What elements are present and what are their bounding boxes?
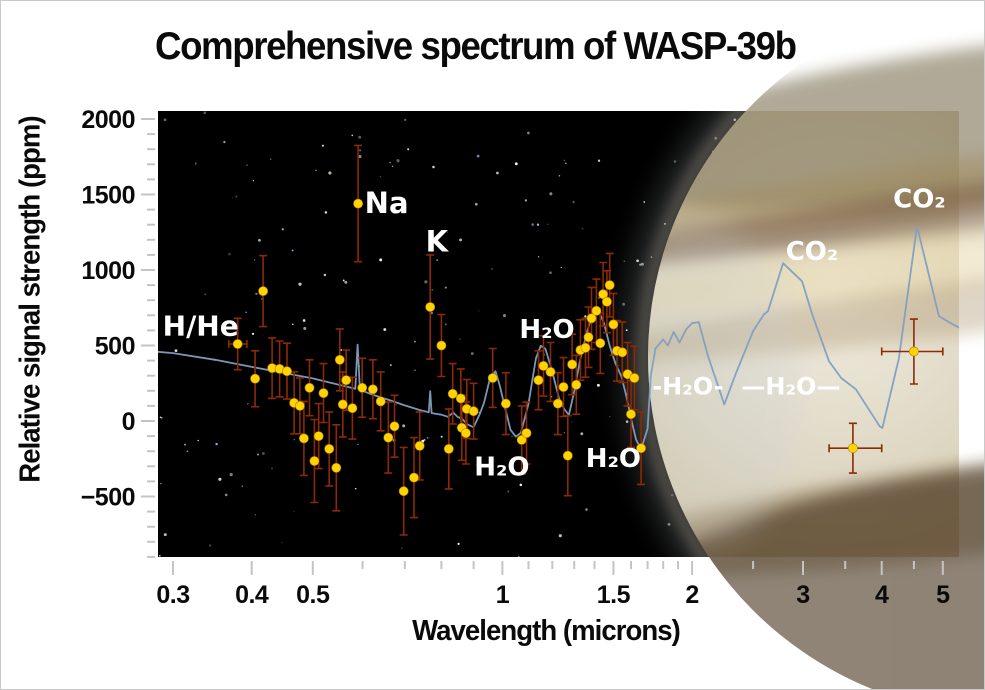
model-line xyxy=(158,225,959,450)
data-point xyxy=(500,398,511,409)
data-point xyxy=(298,433,309,444)
annotation-label: H₂O xyxy=(474,452,529,482)
data-point xyxy=(629,373,640,383)
data-point xyxy=(282,366,292,377)
data-point xyxy=(468,406,479,417)
data-point xyxy=(337,399,348,410)
data-point xyxy=(455,393,466,404)
data-point xyxy=(447,388,458,399)
data-point xyxy=(626,409,636,420)
data-point xyxy=(558,382,569,392)
data-point xyxy=(521,428,532,438)
data-point xyxy=(538,360,549,371)
data-point xyxy=(258,286,268,296)
data-point xyxy=(487,373,498,383)
data-point xyxy=(331,462,342,473)
x-tick-label: 0.5 xyxy=(296,581,330,609)
data-point xyxy=(324,443,335,454)
data-point xyxy=(602,296,612,307)
data-point xyxy=(347,403,358,414)
x-axis-title: Wavelength (microns) xyxy=(412,615,681,647)
x-tick-label: 3 xyxy=(796,581,809,609)
data-point xyxy=(353,198,363,209)
data-point xyxy=(367,384,378,395)
data-point xyxy=(250,373,260,384)
data-points xyxy=(232,198,919,497)
data-point xyxy=(562,450,573,461)
chart-content xyxy=(158,144,959,536)
data-point xyxy=(571,379,582,390)
data-point xyxy=(232,339,243,349)
data-point xyxy=(318,388,329,398)
annotation-label: —H₂O— xyxy=(741,373,840,401)
annotation-label: H₂O xyxy=(519,315,574,345)
data-point xyxy=(313,431,324,441)
y-tick-label: 2000 xyxy=(81,106,135,134)
x-tick-label: 2 xyxy=(685,581,698,609)
data-point xyxy=(533,375,544,386)
data-point xyxy=(848,443,858,454)
annotation-label: Na xyxy=(365,186,409,220)
y-tick-label: 0 xyxy=(122,408,135,436)
data-point xyxy=(425,302,436,312)
annotation-label: H/He xyxy=(163,310,239,343)
x-tick-label: 4 xyxy=(875,581,889,609)
data-point xyxy=(545,366,556,377)
data-point xyxy=(516,434,527,445)
data-point xyxy=(553,398,563,409)
x-tick-label: 1.5 xyxy=(597,581,631,609)
y-tick-label: 1500 xyxy=(81,182,135,210)
data-point xyxy=(398,486,409,497)
data-point xyxy=(334,354,345,365)
annotation-label: CO₂ xyxy=(893,184,946,214)
data-point xyxy=(294,400,305,411)
annotation-label: H₂O xyxy=(586,444,641,474)
x-tick-label: 1 xyxy=(496,581,510,609)
data-point xyxy=(583,332,594,343)
data-point xyxy=(460,428,471,438)
x-tick-label: 5 xyxy=(936,581,950,609)
data-point xyxy=(595,338,606,349)
data-point xyxy=(375,396,386,407)
data-point xyxy=(608,319,619,330)
data-point xyxy=(341,375,352,386)
axis-tick-labels: 0.3 0.4 0.5 1 1.5 2 3 4 5 2000 1500 1000 500 0 −500 xyxy=(81,106,951,609)
data-point xyxy=(636,443,646,454)
data-point xyxy=(617,347,628,358)
x-tick-label: 0.4 xyxy=(235,581,269,609)
data-point xyxy=(443,443,454,454)
data-point xyxy=(383,432,394,443)
y-tick-label: −500 xyxy=(81,484,135,512)
data-point xyxy=(309,456,320,466)
annotation-label: K xyxy=(426,225,450,259)
data-point xyxy=(414,440,425,451)
data-point xyxy=(580,342,591,353)
data-point xyxy=(909,346,919,357)
data-point xyxy=(389,421,400,432)
y-tick-label: 1000 xyxy=(81,257,135,285)
data-point xyxy=(357,382,368,393)
annotations: H/He Na K H₂O H₂O H₂O -H₂O- —H₂O— CO₂ CO₂ xyxy=(163,184,946,482)
annotation-label: -H₂O- xyxy=(652,373,723,401)
data-point xyxy=(436,340,447,351)
data-point xyxy=(591,305,602,316)
y-tick-label: 500 xyxy=(95,333,135,361)
axis-ticks xyxy=(141,118,944,575)
data-point xyxy=(409,472,419,483)
data-point xyxy=(567,359,577,370)
chart-title: Comprehensive spectrum of WASP-39b xyxy=(155,25,797,68)
data-point xyxy=(304,382,315,393)
x-tick-label: 0.3 xyxy=(156,581,189,609)
annotation-label: CO₂ xyxy=(786,237,839,267)
data-point xyxy=(604,280,615,290)
data-point xyxy=(586,313,597,324)
